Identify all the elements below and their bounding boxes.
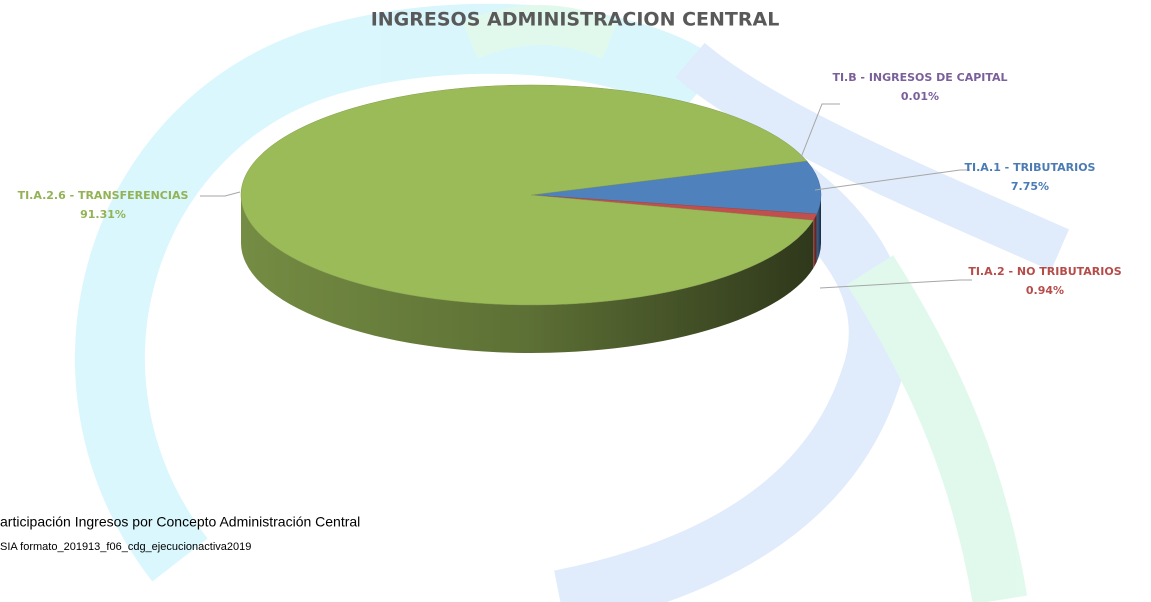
leader-line xyxy=(814,169,970,191)
data-label-name: TI.B - INGRESOS DE CAPITAL xyxy=(832,71,1007,84)
leader-line xyxy=(799,103,840,161)
watermark xyxy=(75,3,1070,602)
watermark-swoosh xyxy=(675,42,1070,271)
leader-line xyxy=(200,191,241,197)
source: SIA formato_201913_f06_cdg_ejecucionacti… xyxy=(0,541,251,553)
data-label-name: TI.A.1 - TRIBUTARIOS xyxy=(965,161,1096,174)
data-label-name: TI.A.2.6 - TRANSFERENCIAS xyxy=(18,189,189,202)
watermark-swoosh xyxy=(462,5,618,59)
slice-side xyxy=(241,195,814,353)
slice-side xyxy=(813,213,817,269)
watermark-swoosh xyxy=(846,255,1028,602)
data-label-value: 0.94% xyxy=(1026,284,1064,297)
slice xyxy=(530,160,822,215)
data-label-name: TI.A.2 - NO TRIBUTARIOS xyxy=(968,265,1121,278)
data-label-value: 7.75% xyxy=(1011,180,1049,193)
caption: articipación Ingresos por Concepto Admin… xyxy=(0,514,360,530)
slice xyxy=(240,84,814,306)
leader-line xyxy=(819,279,972,289)
data-label-value: 91.31% xyxy=(80,208,126,221)
watermark-arc xyxy=(554,155,909,602)
chart-title: INGRESOS ADMINISTRACION CENTRAL xyxy=(371,9,780,31)
data-label-value: 0.01% xyxy=(901,90,939,103)
